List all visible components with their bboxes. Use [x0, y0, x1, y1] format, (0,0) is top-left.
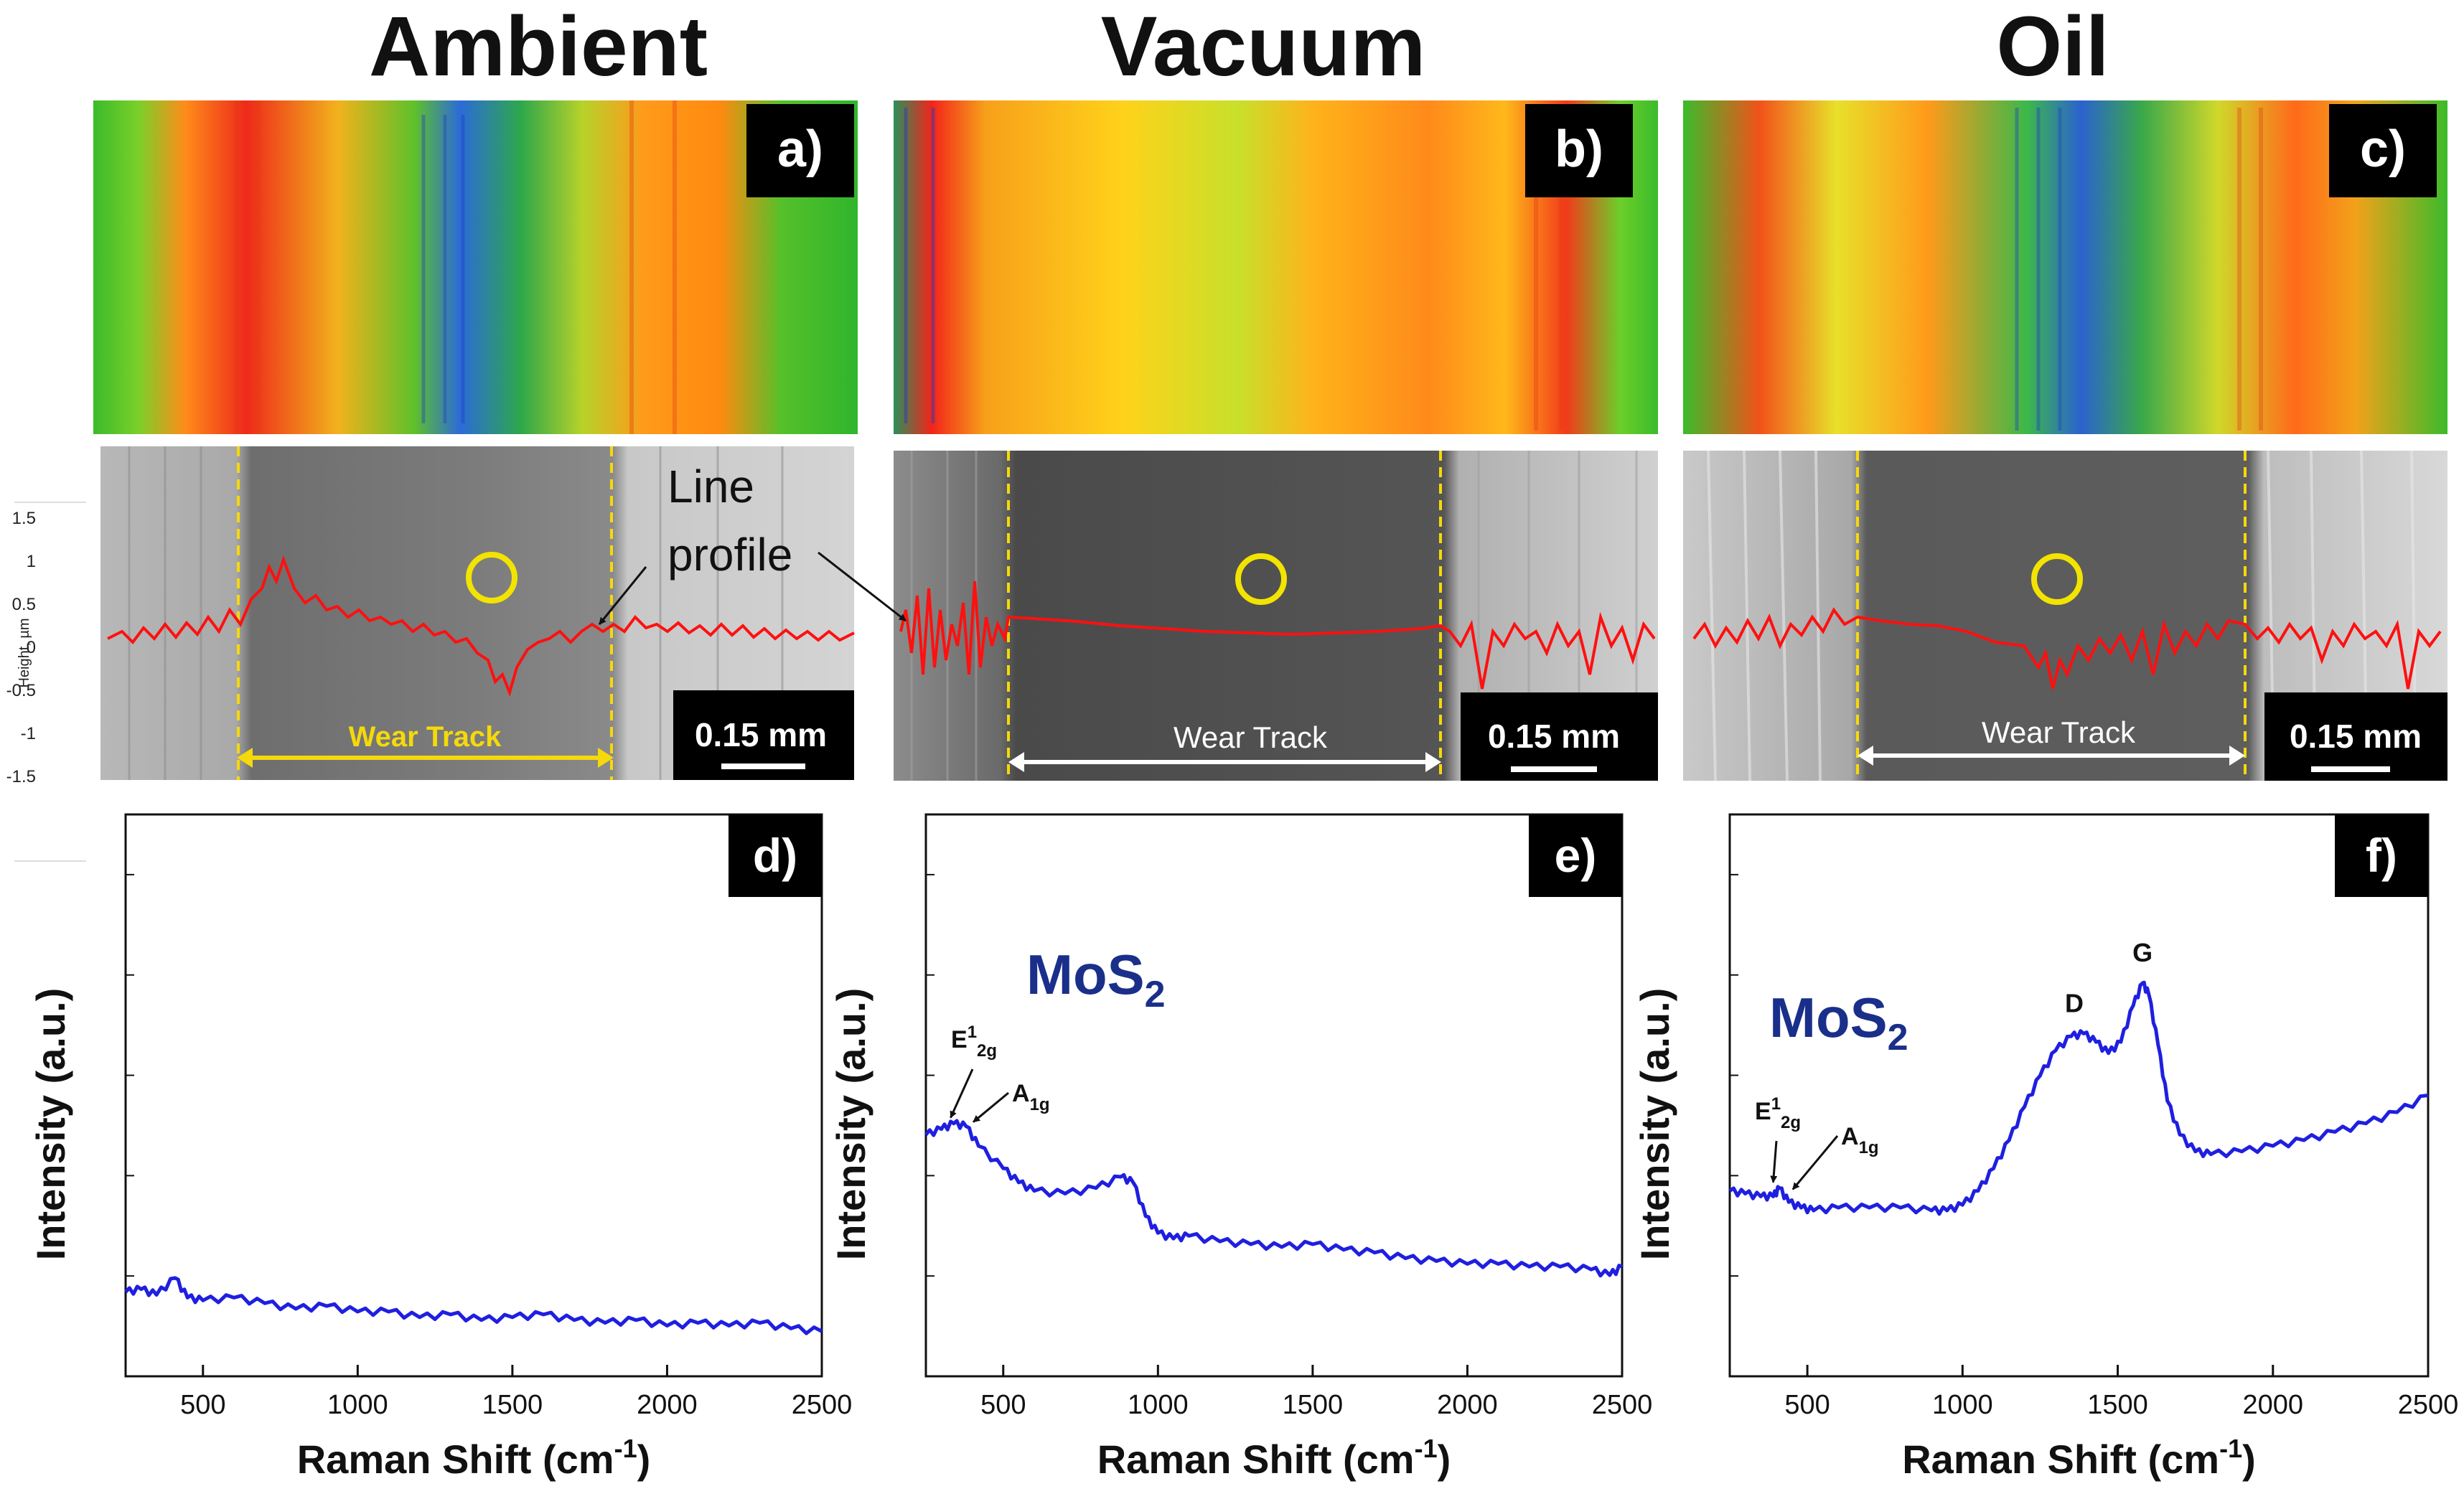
line-profile-a	[107, 555, 855, 697]
panel-b-box	[1525, 104, 1633, 197]
height-tick: 0.5	[12, 595, 36, 614]
panel-a-box	[746, 104, 854, 197]
height-tick: 1	[27, 552, 36, 571]
compound-label: MoS2	[1026, 943, 1166, 1015]
x-tick-label: 1500	[2087, 1390, 2148, 1420]
x-axis-label-close: )	[637, 1437, 651, 1482]
title-ambient: Ambient	[369, 0, 708, 94]
peak-a-arrow	[1791, 1135, 1839, 1190]
height-tick: 1.5	[12, 509, 36, 528]
plot-frame	[924, 813, 1624, 1378]
x-tick-label: 500	[180, 1390, 225, 1420]
x-axis-label-close: )	[1438, 1437, 1451, 1482]
peak-e-arrow	[950, 1068, 974, 1119]
panel-letter: f)	[2366, 829, 2397, 882]
raman-chart-e: 500 1000 1500 2000 2500 Raman Shift (cm-1) Int…	[828, 813, 1653, 1482]
x-tick-label: 1000	[1128, 1390, 1189, 1420]
peak-e-sub: 2g	[1781, 1113, 1801, 1132]
peak-e-sup: 1	[1771, 1094, 1781, 1114]
x-axis-label-sup: -1	[614, 1434, 637, 1463]
panel-c-box	[2329, 104, 2437, 197]
peak-e-sup: 1	[968, 1023, 977, 1042]
line-profile-arrow-a	[598, 566, 647, 625]
d-band-label: D	[2065, 988, 2084, 1018]
y-axis-label: Intensity (a.u.)	[1632, 988, 1677, 1261]
x-tick-label: 500	[1784, 1390, 1830, 1420]
x-tick-label: 2500	[792, 1390, 853, 1420]
wear-track-label-a: Wear Track	[349, 721, 502, 753]
wear-track-label-b: Wear Track	[1174, 720, 1328, 754]
peak-e-arrow	[1770, 1140, 1778, 1183]
panel-letter: e)	[1555, 829, 1597, 882]
compound-label: MoS2	[1769, 986, 1908, 1058]
y-axis-label: Intensity (a.u.)	[28, 988, 73, 1261]
x-axis-label: Raman Shift (cm-1)	[297, 1434, 651, 1482]
peak-e-label: E12g	[951, 1023, 997, 1061]
panel-letter-box	[2335, 814, 2428, 897]
line-profile-label-line1: Line	[667, 461, 754, 512]
compound-label-sub: 2	[1145, 974, 1166, 1015]
micrograph-a: Wear Track 0.15 mm	[100, 446, 854, 780]
compound-label-sub: 2	[1888, 1017, 1908, 1058]
micrograph-b: Wear Track 0.15 mm	[894, 451, 1658, 781]
plot-frame	[124, 813, 823, 1378]
line-profile-b	[899, 581, 1656, 690]
peak-a-arrow	[973, 1091, 1009, 1123]
x-tick-label: 2500	[2398, 1390, 2459, 1420]
x-axis-label-sup: -1	[2219, 1434, 2242, 1463]
panel-c-letter: c)	[2360, 121, 2406, 178]
x-axis-label: Raman Shift (cm-1)	[1097, 1434, 1451, 1482]
height-tick: -1	[21, 724, 36, 743]
scale-label-c: 0.15 mm	[2290, 718, 2422, 755]
wear-track-label-c: Wear Track	[1982, 715, 2136, 749]
x-axis-label: Raman Shift (cm-1)	[1902, 1434, 2256, 1482]
panel-letter: d)	[753, 829, 797, 882]
x-tick-label: 1000	[327, 1390, 388, 1420]
panel-b-letter: b)	[1555, 121, 1603, 178]
g-band-label: G	[2132, 938, 2153, 967]
raman-chart-f: 500 1000 1500 2000 2500 Raman Shift (cm-1) Int…	[1632, 813, 2459, 1482]
heatmap-a	[93, 100, 858, 434]
peak-e-sub: 2g	[977, 1041, 997, 1061]
x-tick-label: 1500	[1283, 1390, 1344, 1420]
peak-a-sub: 1g	[1030, 1095, 1050, 1114]
raman-spectrum-line	[924, 1119, 1623, 1278]
raman-spectrum-line	[124, 1276, 823, 1335]
micrograph-c: Wear Track 0.15 mm	[1683, 450, 2447, 781]
title-vacuum: Vacuum	[1100, 0, 1426, 94]
peak-a-label: A1g	[1841, 1123, 1879, 1157]
x-tick-label: 2500	[1592, 1390, 1653, 1420]
line-profile-arrow-b	[818, 551, 907, 622]
x-tick-label: 2000	[1437, 1390, 1498, 1420]
heatmap-c	[1683, 100, 2447, 434]
x-axis-label-sup: -1	[1415, 1434, 1438, 1463]
height-tick: 0	[27, 638, 36, 657]
peak-e-label: E12g	[1755, 1094, 1801, 1132]
height-axis: 1.5 1 0.5 0 -0.5 -1 -1.5 Height, µm	[6, 502, 86, 862]
peak-a-sub: 1g	[1859, 1138, 1879, 1157]
x-tick-label: 500	[980, 1390, 1026, 1420]
raman-chart-d: 500 1000 1500 2000 2500 Raman Shift (cm-1) Int…	[28, 813, 853, 1482]
panel-letter-box	[1529, 814, 1622, 897]
x-axis-label-close: )	[2242, 1437, 2256, 1482]
height-axis-label: Height, µm	[17, 618, 32, 687]
x-tick-label: 1000	[1932, 1390, 1993, 1420]
x-tick-label: 2000	[637, 1390, 698, 1420]
line-profile-label-line2: profile	[667, 529, 792, 581]
raman-spectrum-line	[1728, 980, 2429, 1216]
scale-label-a: 0.15 mm	[695, 716, 827, 753]
panel-letter-box	[729, 814, 822, 897]
height-tick: -0.5	[6, 681, 36, 700]
title-oil: Oil	[1996, 0, 2109, 94]
y-axis-label: Intensity (a.u.)	[828, 988, 873, 1261]
x-tick-label: 2000	[2243, 1390, 2304, 1420]
panel-a-letter: a)	[777, 121, 823, 178]
plot-frame	[1728, 813, 2430, 1378]
peak-a-label: A1g	[1012, 1080, 1050, 1114]
x-tick-label: 1500	[482, 1390, 543, 1420]
line-profile-c	[1692, 607, 2442, 690]
scale-label-b: 0.15 mm	[1488, 718, 1620, 755]
height-tick: -1.5	[6, 767, 36, 786]
